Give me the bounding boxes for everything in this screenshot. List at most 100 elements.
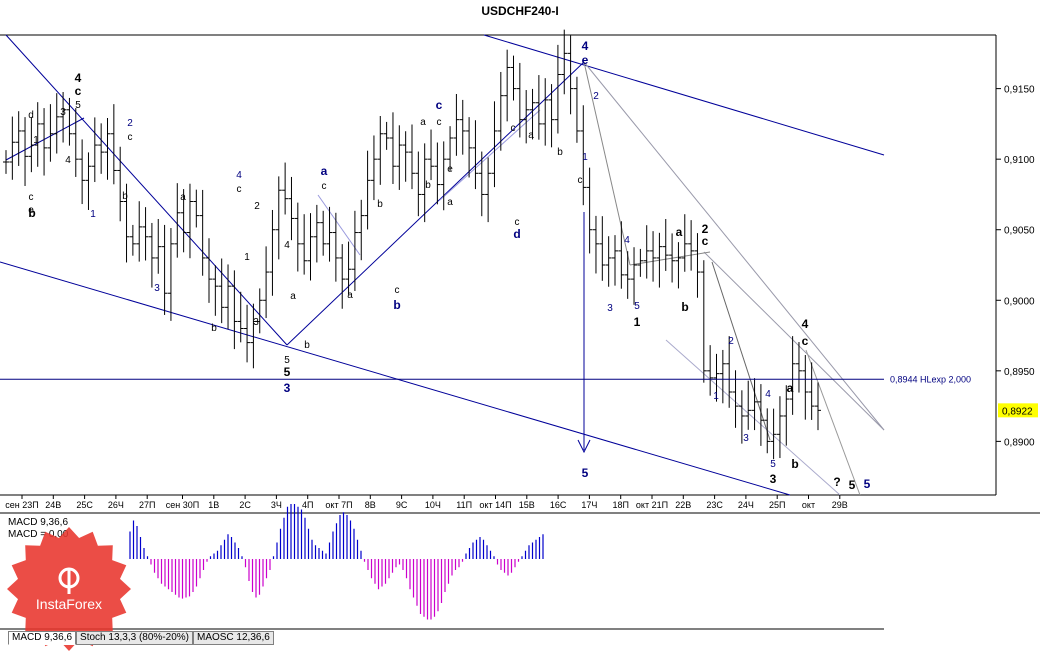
trend-lines <box>0 34 885 496</box>
current-price-label: 0,8922 <box>1002 406 1033 417</box>
time-tick-label: 18П <box>612 500 628 510</box>
wave-label: c <box>322 181 327 192</box>
wave-label: a <box>321 164 328 178</box>
wave-label: b <box>681 300 688 314</box>
current-price-marker <box>998 403 1038 418</box>
time-tick-label: 26Ч <box>108 500 124 510</box>
price-bars <box>3 29 821 460</box>
time-tick-label: окт 7П <box>325 500 352 510</box>
wave-label: 5 <box>849 478 856 492</box>
wave-label: 1 <box>244 252 250 263</box>
trend-line <box>703 251 885 431</box>
wave-label: e <box>28 205 34 216</box>
wave-label: 5 <box>864 477 871 491</box>
wave-label: 3 <box>607 303 613 314</box>
trend-line <box>317 194 361 256</box>
time-tick-label: окт 21П <box>636 500 668 510</box>
time-tick-label: 24Ч <box>738 500 754 510</box>
tab-maosc[interactable]: MAOSC 12,36,6 <box>192 631 274 645</box>
wave-label: 5 <box>770 459 776 470</box>
time-tick-label: 11П <box>456 500 472 510</box>
tab-macd[interactable]: MACD 9,36,6 <box>8 631 77 645</box>
time-tick-label: 22В <box>675 500 691 510</box>
logo-text: InstaForex <box>35 596 103 612</box>
wave-label: 3 <box>60 107 66 118</box>
price-axis: 0,9150 0,9100 0,9050 0,9000 0,8950 0,8900 <box>996 85 1035 448</box>
price-tick-label: 0,9150 <box>1004 85 1035 96</box>
wave-label: b <box>425 180 431 191</box>
wave-label: 3 <box>743 433 749 444</box>
trend-line <box>0 261 791 496</box>
wave-label: 4 <box>236 170 242 181</box>
main-plot <box>0 34 997 496</box>
time-tick-label: 2С <box>239 500 251 510</box>
time-tick-label: сен 23П <box>5 500 38 510</box>
wave-label: 5 <box>284 365 291 379</box>
wave-label: 5 <box>75 100 81 111</box>
wave-label: 2 <box>127 118 133 129</box>
time-axis: сен 23П 24В 25С 26Ч 27П сен 30П 1В 2С 3Ч 4П окт 7П… <box>5 495 848 510</box>
wave-label: c <box>436 98 443 112</box>
wave-label: 1 <box>634 315 641 329</box>
logo-badge-icon <box>7 527 131 651</box>
trend-line <box>5 34 288 346</box>
wave-label: b <box>211 323 217 334</box>
wave-label: 2 <box>593 91 599 102</box>
wave-label: c <box>702 234 709 248</box>
wave-label: 5 <box>634 301 640 312</box>
price-tick-label: 0,9000 <box>1004 296 1035 307</box>
wave-label: 1 <box>33 135 39 146</box>
wave-label: c <box>437 117 442 128</box>
wave-label: c <box>29 192 34 203</box>
wave-label: e <box>582 53 589 67</box>
time-tick-label: 4П <box>302 500 313 510</box>
wave-label: b <box>28 206 35 220</box>
trend-line <box>439 109 541 201</box>
wave-label: a <box>290 291 296 302</box>
trend-line <box>805 349 861 496</box>
chart-title: USDCHF240-I <box>481 4 558 18</box>
tab-stoch[interactable]: Stoch 13,3,3 (80%-20%) <box>76 631 193 645</box>
instaforex-logo: InstaForex <box>6 526 132 652</box>
wave-label: 3 <box>284 381 291 395</box>
wave-label: 5 <box>582 466 589 480</box>
wave-label: c <box>237 184 242 195</box>
indicator-label-1: MACD 9,36,6 <box>8 517 68 528</box>
wave-label: a <box>420 117 426 128</box>
time-tick-label: 24В <box>45 500 61 510</box>
time-tick-label: 10Ч <box>425 500 441 510</box>
wave-label: ? <box>833 475 840 489</box>
time-tick-label: 27П <box>139 500 155 510</box>
wave-label: 2 <box>702 222 709 236</box>
wave-label: 4 <box>624 235 630 246</box>
time-tick-label: 25С <box>76 500 93 510</box>
trend-line <box>711 261 771 441</box>
time-tick-label: окт 14П <box>479 500 511 510</box>
indicator-tabs: MACD 9,36,6 Stoch 13,3,3 (80%-20%) MAOSC… <box>8 631 274 645</box>
wave-label: 3 <box>770 472 777 486</box>
wave-label: b <box>393 298 400 312</box>
wave-label: c <box>395 285 400 296</box>
wave-label: 4 <box>284 240 290 251</box>
wave-label: 3 <box>253 317 259 328</box>
time-tick-label: 16С <box>550 500 567 510</box>
wave-label: c <box>75 84 82 98</box>
wave-label: c <box>578 175 583 186</box>
trend-line <box>583 61 885 431</box>
time-tick-label: сен 30П <box>166 500 199 510</box>
indicator-panel: MACD 9,36,6 MACD = 0,00 <box>0 504 1040 630</box>
wave-label: b <box>557 147 563 158</box>
wave-label: a <box>676 225 683 239</box>
wave-label: 4 <box>65 155 71 166</box>
time-tick-label: 17Ч <box>581 500 597 510</box>
wave-label: a <box>787 381 794 395</box>
hline-label: 0,8944 HLexp 2,000 <box>890 374 971 384</box>
time-tick-label: 9С <box>396 500 408 510</box>
wave-label: c <box>511 123 516 134</box>
time-tick-label: 8В <box>365 500 376 510</box>
wave-label: c <box>515 217 520 228</box>
wave-label: 4 <box>582 39 589 53</box>
wave-label: 2 <box>728 336 734 347</box>
price-tick-label: 0,8950 <box>1004 367 1035 378</box>
